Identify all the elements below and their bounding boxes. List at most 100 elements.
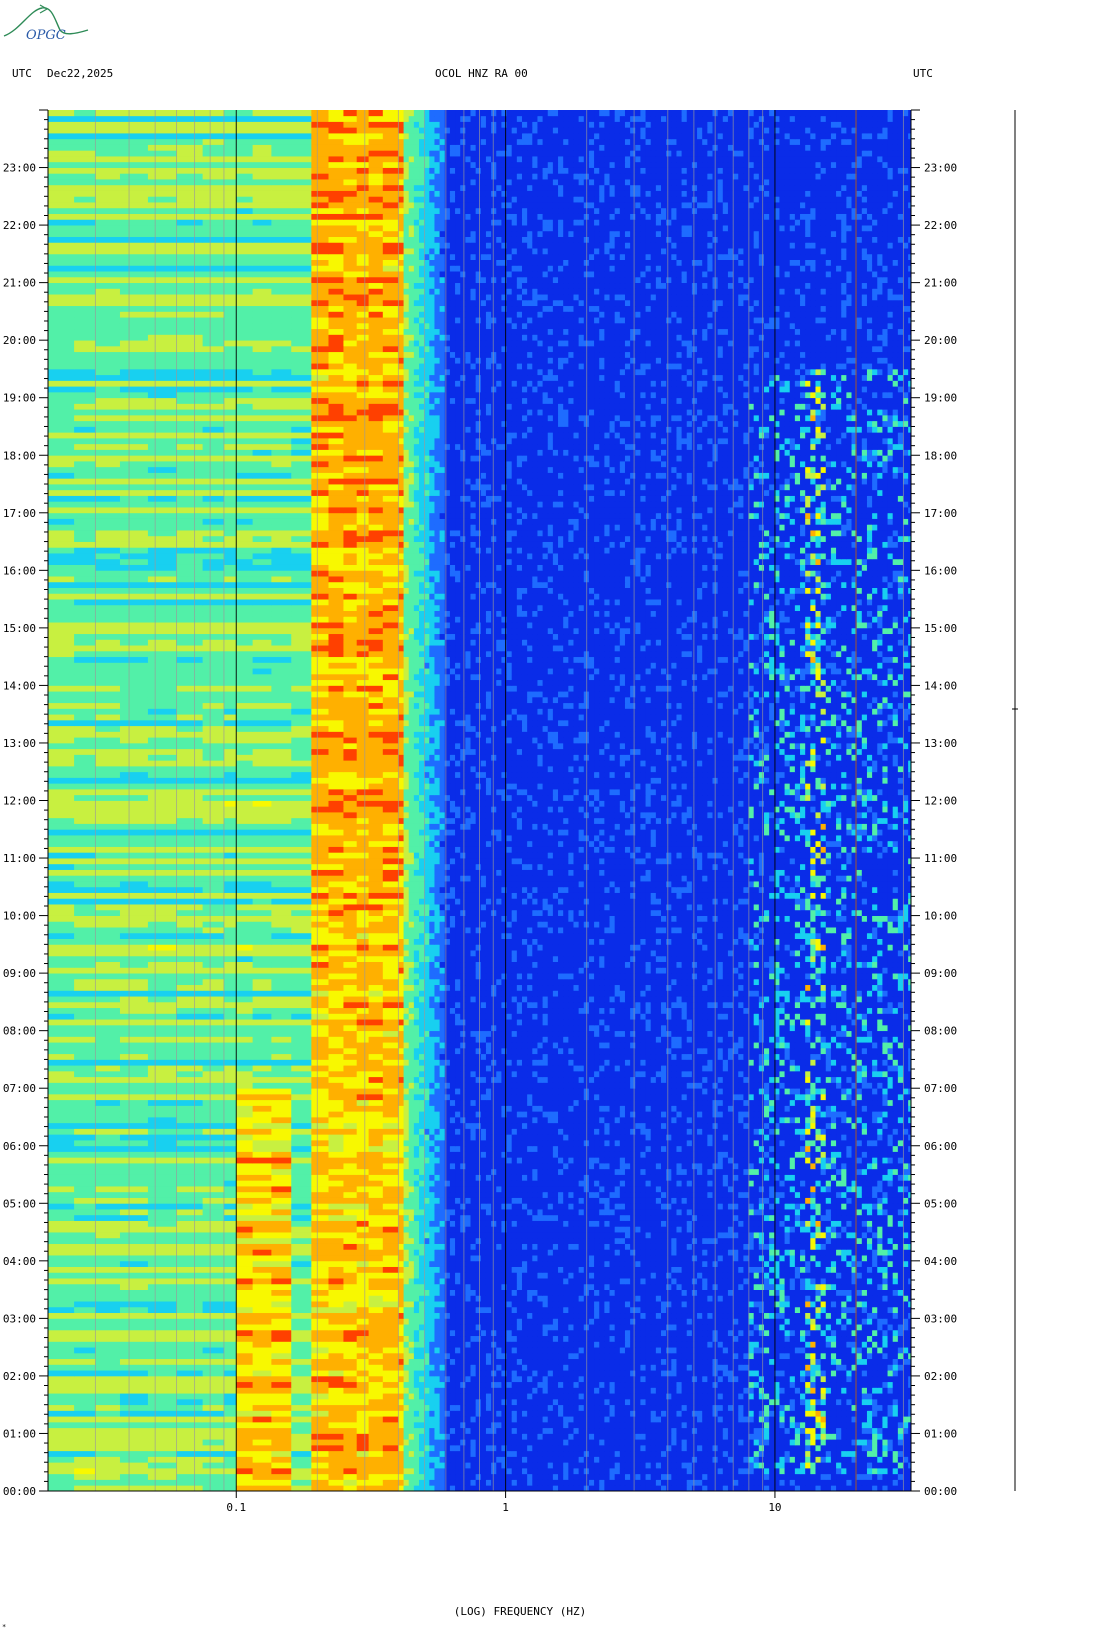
spectrogram-cell (491, 1301, 497, 1307)
spectrogram-cell (779, 1330, 785, 1336)
spectrogram-cell (491, 1468, 497, 1474)
spectrogram-cell (74, 1330, 96, 1336)
spectrogram-cell (291, 1462, 312, 1468)
spectrogram-cell (434, 1428, 440, 1434)
spectrogram-cell (450, 1462, 456, 1468)
spectrogram-cell (718, 1410, 724, 1416)
spectrogram-cell (682, 1399, 688, 1405)
spectrogram-cell (383, 1359, 399, 1365)
spectrogram-cell (882, 1330, 888, 1336)
spectrogram-cell (563, 1405, 569, 1411)
spectrogram-cell (888, 1422, 894, 1428)
spectrogram-cell (328, 1387, 343, 1393)
spectrogram-cell (769, 1347, 775, 1353)
spectrogram-cell (651, 1439, 657, 1445)
spectrogram-cell (48, 1405, 75, 1411)
spectrogram-cell (148, 1433, 177, 1439)
spectrogram-cell (548, 1393, 554, 1399)
spectrogram-cell (496, 1462, 502, 1468)
spectrogram-cell (429, 1301, 435, 1307)
spectrogram-cell (831, 1382, 837, 1388)
spectrogram-cell (599, 1290, 605, 1296)
spectrogram-cell (625, 1433, 631, 1439)
spectrogram-cell (177, 1330, 204, 1336)
spectrogram-cell (692, 1376, 698, 1382)
spectrogram-cell (491, 1387, 497, 1393)
spectrogram-cell (404, 1301, 410, 1307)
spectrogram-cell (610, 1474, 616, 1480)
spectrogram-cell (759, 1422, 765, 1428)
spectrogram-cell (666, 1330, 672, 1336)
spectrogram-cell (810, 1410, 816, 1416)
spectrogram-cell (203, 1485, 225, 1491)
spectrogram-cell (635, 1468, 641, 1474)
spectrogram-cell (558, 1301, 564, 1307)
spectrogram-cell (841, 1318, 847, 1324)
spectrogram-cell (369, 1439, 384, 1445)
spectrogram-cell (805, 1341, 811, 1347)
spectrogram-cell (148, 1474, 177, 1480)
spectrogram-cell (357, 1445, 369, 1451)
spectrogram-cell (846, 1382, 852, 1388)
spectrogram-cell (563, 1318, 569, 1324)
spectrogram-cell (486, 1405, 492, 1411)
spectrogram-cell (486, 1456, 492, 1462)
spectrogram-cell (450, 1428, 456, 1434)
spectrogram-cell (343, 1433, 357, 1439)
spectrogram-cell (805, 1376, 811, 1382)
spectrogram-cell (177, 1307, 204, 1313)
spectrogram-cell (253, 1376, 272, 1382)
spectrogram-cell (471, 1353, 477, 1359)
spectrogram-cell (831, 1405, 837, 1411)
spectrogram-cell (486, 1364, 492, 1370)
spectrogram-cell (697, 1405, 703, 1411)
spectrogram-cell (496, 1433, 502, 1439)
spectrogram-cell (253, 1364, 272, 1370)
spectrogram-cell (666, 1451, 672, 1457)
spectrogram-cell (718, 1376, 724, 1382)
spectrogram-cell (826, 1410, 832, 1416)
spectrogram-cell (512, 1382, 518, 1388)
spectrogram-cell (491, 1428, 497, 1434)
spectrogram-cell (738, 1370, 744, 1376)
spectrogram-cell (893, 1485, 899, 1491)
spectrogram-cell (491, 1445, 497, 1451)
spectrogram-cell (687, 1313, 693, 1319)
spectrogram-cell (877, 1370, 883, 1376)
spectrogram-cell (568, 1382, 574, 1388)
spectrogram-cell (203, 1364, 225, 1370)
spectrogram-cell (898, 1382, 904, 1388)
spectrogram-cell (357, 1301, 369, 1307)
spectrogram-cell (805, 1485, 811, 1491)
spectrogram-cell (733, 1376, 739, 1382)
spectrogram-cell (697, 1313, 703, 1319)
spectrogram-cell (419, 1307, 425, 1313)
spectrogram-cell (718, 1324, 724, 1330)
spectrogram-cell (579, 1433, 585, 1439)
spectrogram-cell (826, 1290, 832, 1296)
spectrogram-cell (769, 1433, 775, 1439)
spectrogram-cell (882, 1468, 888, 1474)
spectrogram-cell (419, 1451, 425, 1457)
spectrogram-cell (749, 1393, 755, 1399)
spectrogram-cell (409, 1364, 415, 1370)
spectrogram-cell (486, 1387, 492, 1393)
spectrogram-cell (743, 1456, 749, 1462)
spectrogram-cell (738, 1393, 744, 1399)
spectrogram-cell (95, 1445, 120, 1451)
spectrogram-cell (491, 1324, 497, 1330)
spectrogram-cell (573, 1318, 579, 1324)
spectrogram-cell (810, 1353, 816, 1359)
spectrogram-cell (651, 1324, 657, 1330)
spectrogram-cell (148, 1387, 177, 1393)
spectrogram-cell (759, 1451, 765, 1457)
spectrogram-cell (527, 1405, 533, 1411)
spectrogram-cell (630, 1359, 636, 1365)
spectrogram-cell (790, 1468, 796, 1474)
spectrogram-cell (507, 1359, 513, 1365)
spectrogram-cell (733, 1405, 739, 1411)
spectrogram-cell (476, 1451, 482, 1457)
spectrogram-cell (501, 1399, 507, 1405)
spectrogram-cell (507, 1474, 513, 1480)
spectrogram-cell (630, 1376, 636, 1382)
